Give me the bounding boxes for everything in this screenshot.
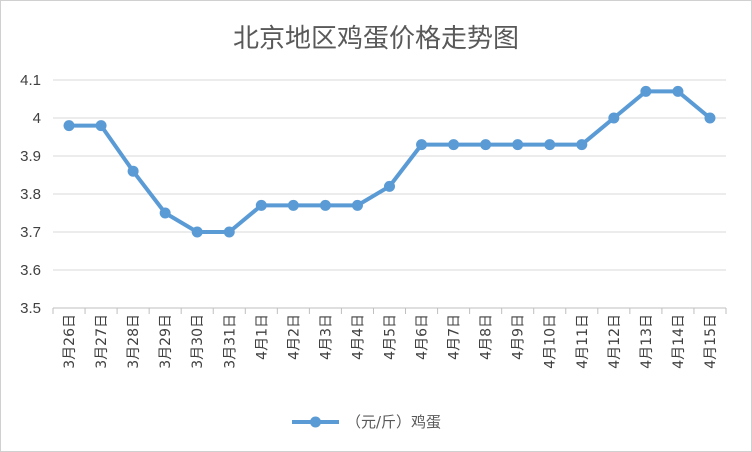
x-tick-label: 4月15日 [703, 314, 719, 369]
legend: （元/斤）鸡蛋 [292, 413, 441, 431]
data-point [416, 139, 428, 151]
x-tick-label: 4月6日 [415, 314, 431, 360]
x-tick-label: 4月11日 [575, 314, 591, 369]
y-tick-label: 4 [33, 110, 41, 127]
y-tick-label: 3.5 [20, 300, 41, 317]
x-tick-label: 4月4日 [350, 314, 366, 360]
x-axis-ticks: 3月26日 3月27日 3月28日 3月29日 3月30日 3月31日 4月1日 4月2日 4月… [62, 314, 719, 369]
data-point [159, 207, 171, 219]
x-tick-label: 4月12日 [607, 314, 623, 369]
data-point [640, 85, 652, 97]
data-point [384, 180, 395, 192]
x-tick-label: 3月28日 [126, 314, 142, 369]
data-point [287, 199, 299, 211]
data-point [544, 139, 556, 151]
data-point [672, 85, 684, 97]
data-point [480, 139, 492, 151]
y-axis-ticks: 3.5 3.6 3.7 3.8 3.9 4 4.1 [20, 72, 41, 317]
x-axis [52, 307, 727, 314]
y-tick-label: 3.8 [20, 186, 41, 203]
x-tick-label: 3月29日 [158, 314, 174, 369]
y-tick-label: 3.7 [20, 224, 41, 241]
x-tick-label: 4月7日 [447, 314, 463, 360]
data-point [223, 226, 235, 238]
x-tick-label: 4月10日 [543, 314, 559, 369]
data-point [63, 120, 75, 132]
data-point [255, 199, 267, 211]
x-tick-label: 4月5日 [383, 314, 399, 360]
data-point [704, 112, 716, 124]
chart-title: 北京地区鸡蛋价格走势图 [233, 24, 519, 54]
x-tick-label: 4月8日 [479, 314, 495, 360]
x-tick-label: 4月9日 [511, 314, 527, 360]
x-tick-label: 4月3日 [318, 314, 334, 360]
data-point [576, 139, 588, 151]
x-tick-label: 3月30日 [190, 314, 206, 369]
data-point [191, 226, 203, 238]
data-point [608, 112, 620, 124]
legend-marker [310, 416, 321, 428]
data-point [512, 139, 524, 151]
x-tick-label: 3月26日 [62, 314, 78, 369]
y-tick-label: 3.9 [20, 148, 41, 165]
data-point [95, 120, 107, 132]
y-tick-label: 3.6 [20, 262, 41, 279]
data-point [319, 199, 331, 211]
x-tick-label: 3月27日 [94, 314, 110, 369]
x-tick-label: 4月14日 [671, 314, 687, 369]
legend-label: （元/斤）鸡蛋 [346, 413, 441, 431]
x-tick-label: 4月1日 [254, 314, 270, 360]
y-tick-label: 4.1 [20, 72, 41, 89]
series-group [63, 85, 716, 238]
x-tick-label: 4月13日 [639, 314, 655, 369]
data-point [127, 165, 139, 177]
data-point [351, 199, 363, 211]
data-point [448, 139, 460, 151]
gridlines [53, 79, 726, 271]
x-tick-label: 3月31日 [222, 314, 238, 369]
x-tick-label: 4月2日 [286, 314, 302, 360]
